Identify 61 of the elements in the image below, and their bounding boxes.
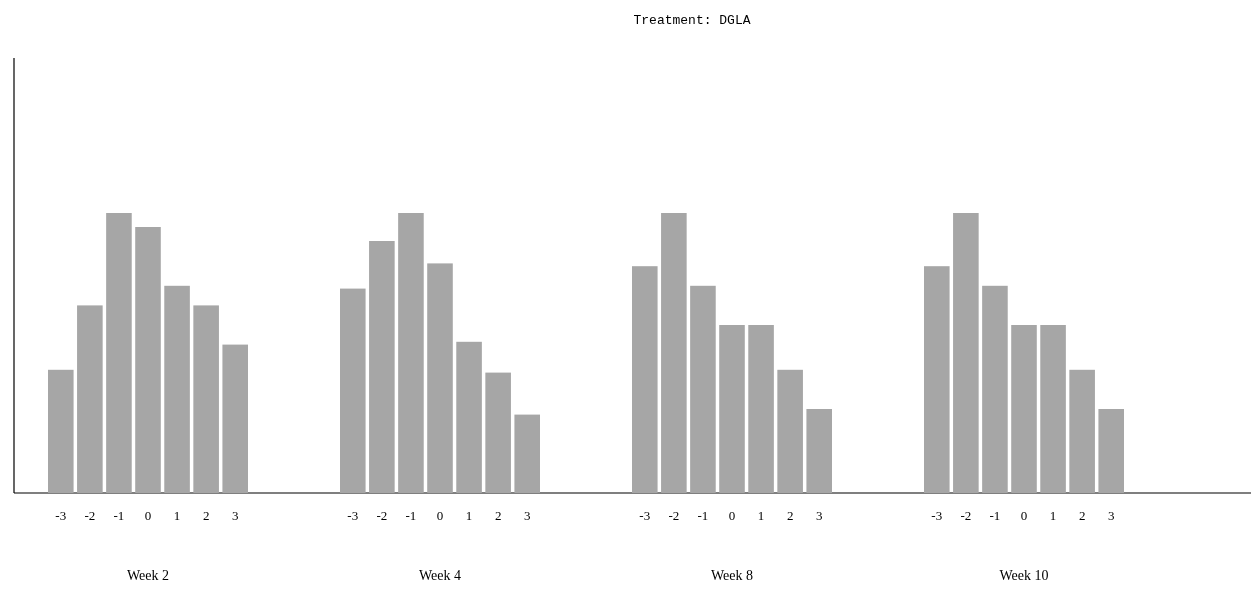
bar — [1040, 325, 1066, 493]
bar — [690, 285, 716, 493]
bar — [427, 263, 453, 493]
x-tick-label: -3 — [55, 508, 67, 523]
x-tick-label: 3 — [231, 508, 239, 523]
bar — [514, 414, 540, 493]
bar — [485, 372, 511, 493]
bar — [953, 213, 979, 493]
x-tick-label: 2 — [494, 508, 502, 523]
x-tick-label: 1 — [465, 508, 473, 523]
bar — [369, 241, 395, 493]
x-tick-label: 2 — [786, 508, 794, 523]
bar — [777, 369, 803, 493]
bar — [135, 227, 161, 493]
x-tick-label: -3 — [931, 508, 943, 523]
x-axis-title: Week 8 — [710, 568, 754, 583]
bar — [193, 305, 219, 493]
bar — [748, 325, 774, 493]
x-tick-label: 1 — [1049, 508, 1057, 523]
x-tick-label: -2 — [84, 508, 96, 523]
bar — [1098, 409, 1124, 493]
x-tick-label: 0 — [144, 508, 152, 523]
x-tick-label: -2 — [960, 508, 972, 523]
bar — [982, 285, 1008, 493]
bar — [632, 266, 658, 493]
x-tick-label: -1 — [989, 508, 1001, 523]
x-axis-title: Week 4 — [418, 568, 462, 583]
x-tick-label: -1 — [405, 508, 417, 523]
x-axis-title: Week 2 — [126, 568, 170, 583]
bar — [924, 266, 950, 493]
chart-title: Treatment: DGLA — [633, 13, 751, 28]
bar — [48, 369, 74, 493]
bar — [456, 341, 482, 493]
x-tick-label: 3 — [1107, 508, 1115, 523]
bar — [164, 285, 190, 493]
x-tick-label: 3 — [815, 508, 823, 523]
x-tick-label: 0 — [728, 508, 736, 523]
x-tick-label: -2 — [668, 508, 680, 523]
x-tick-label: -3 — [639, 508, 651, 523]
bar — [77, 305, 103, 493]
x-tick-label: -1 — [113, 508, 125, 523]
x-tick-label: -1 — [697, 508, 709, 523]
bar — [1069, 369, 1095, 493]
x-tick-label: 2 — [1078, 508, 1086, 523]
x-tick-label: 2 — [202, 508, 210, 523]
x-tick-label: 0 — [1020, 508, 1028, 523]
bar — [222, 344, 248, 493]
bar — [106, 213, 132, 493]
bar — [1011, 325, 1037, 493]
bar — [398, 213, 424, 493]
bar — [340, 288, 366, 493]
x-tick-label: 0 — [436, 508, 444, 523]
x-axis-title: Week 10 — [999, 568, 1049, 583]
bar — [719, 325, 745, 493]
x-tick-label: 1 — [173, 508, 181, 523]
x-tick-label: 3 — [523, 508, 531, 523]
bar — [806, 409, 832, 493]
x-tick-label: -2 — [376, 508, 388, 523]
x-tick-label: -3 — [347, 508, 359, 523]
x-tick-label: 1 — [757, 508, 765, 523]
bar — [661, 213, 687, 493]
